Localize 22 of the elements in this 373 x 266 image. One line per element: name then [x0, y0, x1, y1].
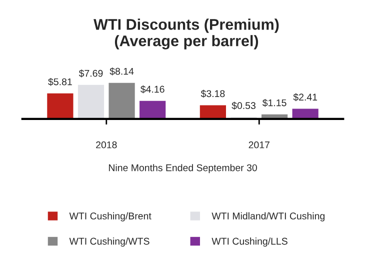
- bar: [198, 104, 228, 119]
- x-tick-label: 2018: [96, 141, 117, 148]
- x-axis-title: Nine Months Ended September 30: [108, 164, 257, 174]
- legend-label: WTI Cushing/WTS: [69, 238, 150, 247]
- data-label: $1.15: [262, 98, 286, 107]
- data-label: $3.18: [200, 90, 225, 98]
- data-label: $8.14: [110, 67, 134, 76]
- data-label: $5.81: [48, 78, 72, 86]
- legend-label: WTI Midland/WTI Cushing: [212, 212, 324, 222]
- x-tick-label: 2017: [248, 141, 270, 148]
- bar: [290, 107, 320, 119]
- data-label: $7.69: [78, 69, 103, 78]
- data-label: $0.53: [232, 102, 256, 110]
- bar: [107, 82, 136, 119]
- legend-label: WTI Cushing/LLS: [212, 238, 288, 247]
- legend-label: WTI Cushing/Brent: [69, 212, 152, 222]
- data-label: $2.41: [293, 93, 318, 102]
- data-label: $4.16: [140, 85, 164, 94]
- chart-title: WTI Discounts (Premium) (Average per barrel): [94, 18, 279, 50]
- bar: [138, 99, 168, 119]
- bar: [46, 92, 75, 119]
- bar: [76, 84, 106, 119]
